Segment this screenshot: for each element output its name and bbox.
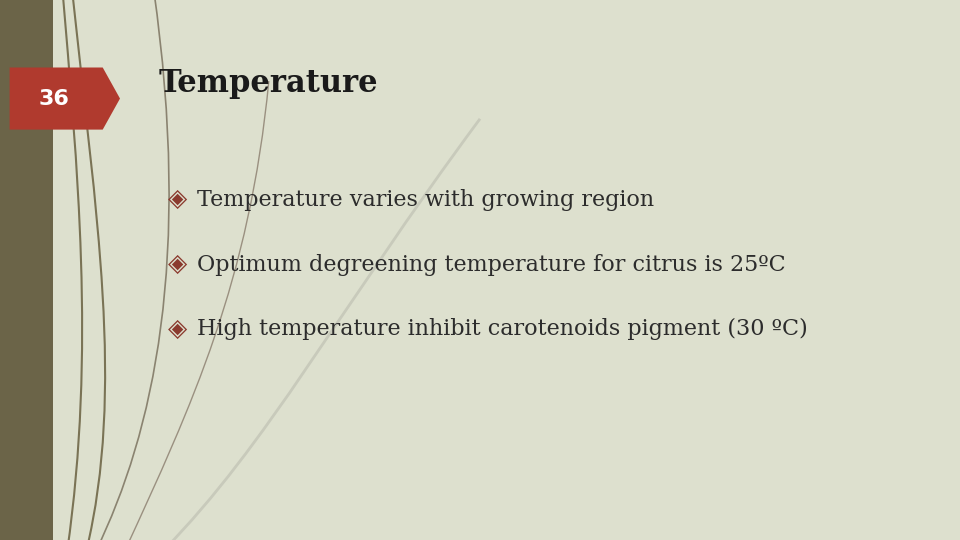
Text: 36: 36 [38, 89, 70, 109]
Text: ◈: ◈ [168, 318, 187, 341]
Text: ◈: ◈ [168, 253, 187, 276]
Text: ◈: ◈ [168, 188, 187, 211]
Polygon shape [10, 68, 120, 130]
FancyBboxPatch shape [0, 0, 53, 540]
Text: High temperature inhibit carotenoids pigment (30 ºC): High temperature inhibit carotenoids pig… [197, 319, 807, 340]
Text: Temperature varies with growing region: Temperature varies with growing region [197, 189, 654, 211]
Text: Optimum degreening temperature for citrus is 25ºC: Optimum degreening temperature for citru… [197, 254, 785, 275]
Text: Temperature: Temperature [158, 68, 378, 99]
